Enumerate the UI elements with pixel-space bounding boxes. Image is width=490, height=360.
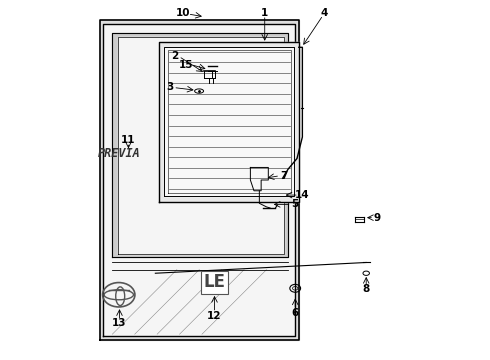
Text: 14: 14: [295, 190, 310, 200]
Polygon shape: [112, 33, 288, 257]
Polygon shape: [164, 46, 294, 196]
Text: 11: 11: [121, 135, 136, 145]
Text: 4: 4: [321, 8, 328, 18]
Text: 12: 12: [207, 311, 222, 320]
Text: 10: 10: [176, 8, 191, 18]
Text: 7: 7: [280, 171, 288, 181]
Text: 15: 15: [178, 59, 193, 69]
Text: 2: 2: [172, 50, 179, 60]
Text: PREVIA: PREVIA: [98, 147, 141, 159]
Text: 6: 6: [292, 309, 299, 318]
Text: 3: 3: [166, 82, 173, 93]
Text: LE: LE: [203, 273, 225, 291]
Polygon shape: [159, 42, 299, 202]
Text: 13: 13: [112, 319, 127, 328]
Text: 8: 8: [363, 284, 370, 294]
Polygon shape: [118, 37, 285, 253]
Polygon shape: [103, 24, 295, 336]
Text: 5: 5: [292, 199, 299, 210]
Text: 9: 9: [373, 213, 381, 222]
Polygon shape: [100, 21, 299, 339]
Text: 1: 1: [261, 8, 269, 18]
